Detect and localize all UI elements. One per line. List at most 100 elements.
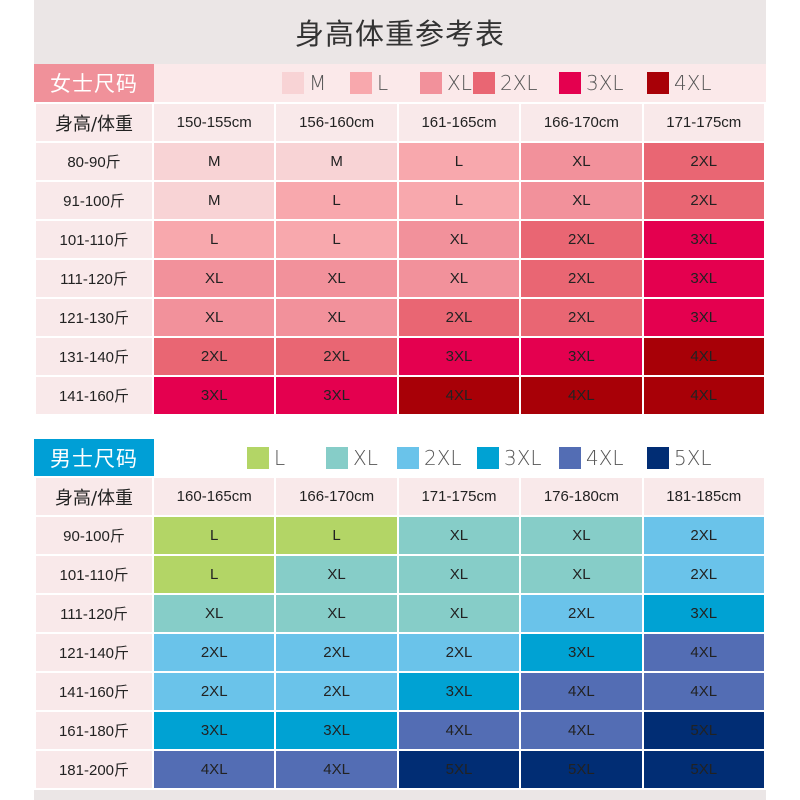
size-cell: 3XL [274, 375, 399, 416]
size-cell: 2XL [641, 141, 767, 182]
height-column-header: 166-170cm [519, 102, 644, 143]
women-legend-row: 女士尺码 M L XL 2XL 3XL 4XL [34, 64, 766, 102]
weight-row-header: 141-160斤 [34, 671, 154, 712]
legend-swatch [559, 72, 581, 94]
size-cell: 5XL [641, 749, 767, 790]
legend-item-l: L [247, 439, 285, 477]
size-cell: 5XL [641, 710, 767, 751]
women-legend: M L XL 2XL 3XL 4XL [154, 64, 766, 102]
corner-label: 身高/体重 [34, 476, 154, 517]
size-cell: 3XL [641, 219, 767, 260]
size-cell: XL [151, 297, 277, 338]
height-column-header: 176-180cm [519, 476, 644, 517]
size-cell: XL [519, 141, 644, 182]
table-row: 101-110斤 L L XL 2XL 3XL [34, 219, 767, 260]
legend-label: L [377, 71, 389, 95]
size-cell: 3XL [151, 375, 277, 416]
legend-swatch [559, 447, 581, 469]
table-row: 121-130斤 XL XL 2XL 2XL 3XL [34, 297, 767, 338]
weight-row-header: 181-200斤 [34, 749, 154, 790]
legend-swatch [473, 72, 495, 94]
header-row: 身高/体重 160-165cm 166-170cm 171-175cm 176-180c… [34, 476, 767, 517]
title-band: 身高体重参考表 [34, 0, 766, 64]
size-cell: XL [274, 593, 399, 634]
size-cell: 3XL [274, 710, 399, 751]
size-cell: 2XL [274, 671, 399, 712]
size-cell: 4XL [519, 375, 644, 416]
weight-row-header: 111-120斤 [34, 593, 154, 634]
header-row: 身高/体重 150-155cm 156-160cm 161-165cm 166-170c… [34, 102, 767, 143]
size-cell: 5XL [396, 749, 522, 790]
size-cell: 2XL [274, 632, 399, 673]
weight-row-header: 121-130斤 [34, 297, 154, 338]
size-cell: 4XL [519, 710, 644, 751]
table-row: 141-160斤 2XL 2XL 3XL 4XL 4XL [34, 671, 767, 712]
size-cell: 3XL [151, 710, 277, 751]
weight-row-header: 161-180斤 [34, 710, 154, 751]
size-cell: 2XL [641, 515, 767, 556]
size-cell: 4XL [519, 671, 644, 712]
legend-label: 4XL [674, 71, 712, 95]
height-column-header: 160-165cm [151, 476, 277, 517]
size-cell: 4XL [641, 336, 767, 377]
weight-row-header: 141-160斤 [34, 375, 154, 416]
size-cell: 2XL [396, 632, 522, 673]
size-cell: 3XL [641, 593, 767, 634]
size-cell: 3XL [519, 632, 644, 673]
size-cell: 3XL [641, 297, 767, 338]
men-legend-row: 男士尺码 L XL 2XL 3XL 4XL 5XL [34, 439, 766, 477]
size-cell: XL [151, 258, 277, 299]
legend-item-xl: XL [326, 439, 378, 477]
table-row: 90-100斤 L L XL XL 2XL [34, 515, 767, 556]
table-row: 111-120斤 XL XL XL 2XL 3XL [34, 258, 767, 299]
size-cell: 4XL [396, 375, 522, 416]
size-cell: 4XL [641, 632, 767, 673]
men-size-label: 男士尺码 [34, 439, 154, 477]
legend-swatch [397, 447, 419, 469]
size-cell: XL [519, 554, 644, 595]
size-cell: XL [396, 219, 522, 260]
size-cell: XL [396, 258, 522, 299]
men-legend: L XL 2XL 3XL 4XL 5XL [154, 439, 766, 477]
corner-label: 身高/体重 [34, 102, 154, 143]
size-cell: XL [396, 593, 522, 634]
size-cell: XL [396, 515, 522, 556]
size-cell: 3XL [396, 671, 522, 712]
size-cell: XL [151, 593, 277, 634]
size-cell: 3XL [396, 336, 522, 377]
legend-label: 5XL [674, 446, 712, 470]
height-column-header: 161-165cm [396, 102, 522, 143]
size-cell: 2XL [396, 297, 522, 338]
size-cell: M [151, 180, 277, 221]
legend-item-m: M [282, 64, 326, 102]
size-cell: M [151, 141, 277, 182]
size-cell: L [151, 219, 277, 260]
size-cell: 4XL [274, 749, 399, 790]
size-cell: L [396, 141, 522, 182]
size-cell: L [274, 180, 399, 221]
table-row: 80-90斤 M M L XL 2XL [34, 141, 767, 182]
legend-swatch [420, 72, 442, 94]
legend-swatch [350, 72, 372, 94]
table-row: 131-140斤 2XL 2XL 3XL 3XL 4XL [34, 336, 767, 377]
size-cell: 3XL [641, 258, 767, 299]
table-row: 91-100斤 M L L XL 2XL [34, 180, 767, 221]
page-title: 身高体重参考表 [294, 17, 505, 51]
weight-row-header: 80-90斤 [34, 141, 154, 182]
size-cell: XL [519, 180, 644, 221]
legend-item-xl: XL [420, 64, 472, 102]
size-cell: L [274, 219, 399, 260]
height-column-header: 181-185cm [641, 476, 767, 517]
size-cell: M [274, 141, 399, 182]
table-row: 141-160斤 3XL 3XL 4XL 4XL 4XL [34, 375, 767, 416]
size-cell: 2XL [151, 336, 277, 377]
size-cell: XL [396, 554, 522, 595]
size-cell: XL [274, 297, 399, 338]
legend-swatch [282, 72, 304, 94]
legend-label: M [309, 71, 327, 95]
size-cell: XL [519, 515, 644, 556]
legend-item-5xl: 5XL [647, 439, 712, 477]
footer-band [34, 790, 766, 800]
legend-item-3xl: 3XL [477, 439, 542, 477]
legend-label: 2XL [424, 446, 462, 470]
